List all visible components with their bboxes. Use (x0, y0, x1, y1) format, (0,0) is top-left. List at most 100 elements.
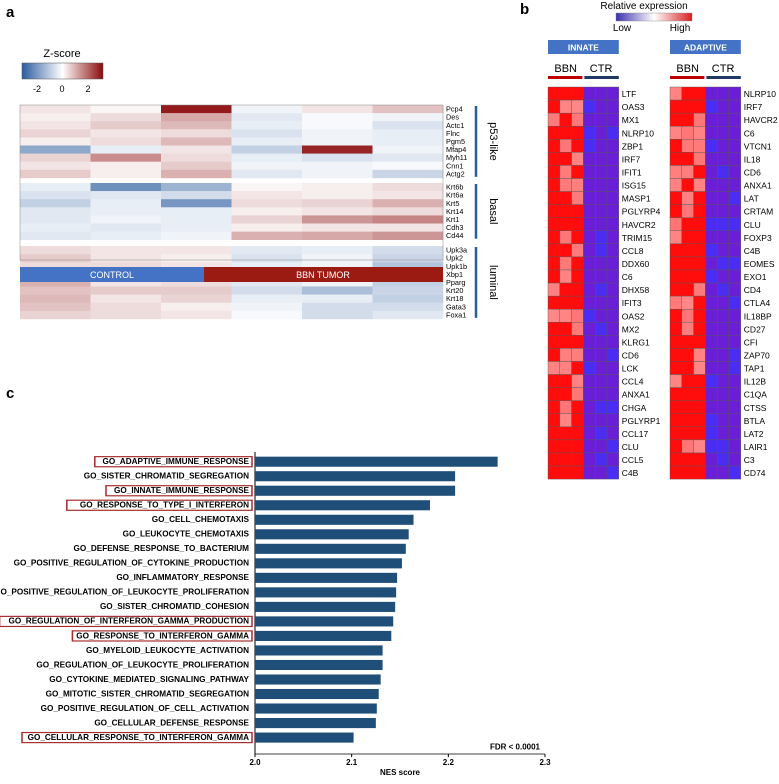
zscore-cell (231, 302, 303, 312)
expression-cell (717, 465, 730, 480)
expression-cell (571, 204, 584, 218)
expression-cell (547, 308, 561, 323)
innate-gene-label: CCL17 (622, 429, 649, 439)
zscore-cell (20, 105, 91, 114)
zscore-cell (372, 129, 444, 138)
expression-cell (728, 295, 742, 310)
expression-cell (571, 126, 584, 140)
expression-cell (681, 452, 694, 467)
expression-cell (693, 335, 706, 349)
expression-cell (547, 243, 561, 258)
relative-expression-heatmaps: INNATE BBN CTR LTF OAS3 MX1 NLRP10 ZBP1 IRF7 IFIT… (547, 40, 778, 480)
expression-cell (681, 282, 694, 297)
zscore-heatmap (19, 104, 444, 320)
innate-gene-label: CLU (622, 442, 639, 452)
expression-cell (717, 178, 730, 192)
zscore-cell (231, 153, 303, 162)
zscore-cell (90, 231, 162, 240)
expression-cell (693, 308, 706, 323)
expression-cell (595, 86, 608, 101)
expression-cell (595, 204, 608, 218)
expression-cell (669, 413, 683, 428)
expression-cell (606, 465, 620, 480)
innate-gene-label: NLRP10 (622, 128, 654, 138)
expression-cell (693, 348, 706, 362)
expression-cell (728, 361, 742, 375)
expression-cell (547, 269, 561, 284)
expression-cell (681, 322, 694, 336)
expression-cell (547, 178, 561, 192)
x-tick-label: 2.0 (249, 758, 261, 767)
expression-cell (595, 112, 608, 127)
zscore-cell (302, 215, 373, 224)
expression-cell (705, 204, 718, 218)
zscore-cell (231, 113, 303, 122)
expression-cell (583, 465, 596, 480)
expression-cell (669, 295, 683, 310)
expression-cell (571, 387, 584, 401)
expression-cell (693, 452, 706, 467)
zscore-cell (231, 246, 303, 255)
innate-gene-label: LCK (622, 364, 639, 374)
zscore-cell (231, 183, 303, 192)
zscore-cell (372, 262, 444, 271)
expression-cell (606, 165, 620, 179)
adaptive-gene-label: ANXA1 (744, 181, 772, 191)
expression-cell (728, 374, 742, 388)
expression-cell (595, 452, 608, 467)
expression-cell (606, 152, 620, 166)
adaptive-gene-label: NLRP10 (744, 89, 776, 99)
expression-cell (693, 243, 706, 258)
expression-cell (559, 112, 572, 127)
zscore-cell (161, 121, 232, 130)
gene-label: Actg2 (446, 169, 465, 178)
expression-cell (681, 217, 694, 231)
expression-cell (595, 191, 608, 205)
zscore-cell (302, 278, 373, 287)
expression-cell (669, 387, 683, 401)
expression-cell (681, 230, 694, 245)
panel-label-b: b (520, 1, 529, 18)
category-label: GO_CYTOKINE_MEDIATED_SIGNALING_PATHWAY (49, 675, 249, 684)
expression-cell (669, 465, 683, 480)
expression-cell (571, 400, 584, 414)
expression-cell (681, 112, 694, 127)
zscore-cell (161, 254, 232, 263)
adaptive-gene-label: LAIR1 (744, 442, 768, 452)
zscore-group-brackets: p53-like basal luminal (474, 106, 499, 318)
expression-cell (728, 256, 742, 271)
gene-label: Krt14 (446, 207, 463, 216)
zscore-cell (231, 286, 303, 295)
expression-cell (595, 308, 608, 323)
zscore-cell (372, 121, 444, 130)
adaptive-gene-label: IRF7 (744, 102, 763, 112)
expression-cell (693, 426, 706, 441)
expression-cell (669, 439, 683, 454)
adaptive-bbn-label: BBN (676, 63, 699, 75)
zscore-cell (20, 199, 91, 208)
adaptive-gene-label: CFI (744, 337, 758, 347)
expression-cell (728, 452, 742, 467)
expression-cell (583, 86, 596, 101)
category-label: GO_CELL_CHEMOTAXIS (152, 515, 250, 524)
expression-cell (559, 322, 572, 336)
zscore-cell (372, 145, 444, 154)
expression-cell (705, 452, 718, 467)
expression-cell (681, 243, 694, 258)
innate-gene-label: ZBP1 (622, 141, 644, 151)
zscore-cell (90, 207, 162, 216)
expression-cell (728, 282, 742, 297)
category-label: GO_SISTER_CHROMATID_SEGREGATION (84, 472, 249, 481)
zscore-cell (161, 153, 232, 162)
zscore-cell (90, 191, 162, 200)
adaptive-gene-label: CD4 (744, 285, 761, 295)
nes-bar (255, 616, 394, 627)
zscore-cell (372, 207, 444, 216)
expression-cell (705, 322, 718, 336)
expression-cell (547, 204, 561, 218)
expression-cell (547, 112, 561, 127)
expression-cell (728, 126, 742, 140)
expression-cell (693, 178, 706, 192)
category-label: GO_LEUKOCYTE_CHEMOTAXIS (123, 530, 250, 539)
